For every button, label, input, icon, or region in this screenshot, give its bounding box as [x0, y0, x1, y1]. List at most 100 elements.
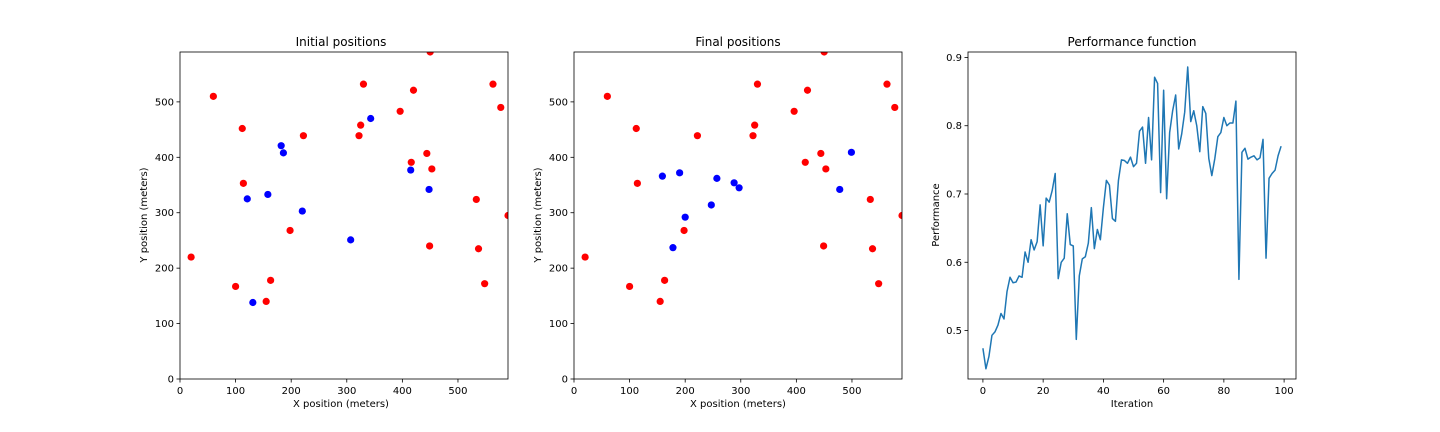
x-axis-label: X position (meters)	[690, 399, 786, 410]
y-tick-label: 0	[562, 375, 568, 386]
red-point	[357, 121, 365, 129]
red-point	[898, 211, 902, 220]
axes-frame	[573, 51, 903, 380]
blue-point	[847, 148, 856, 156]
plot-area	[967, 51, 1297, 380]
red-point	[396, 107, 404, 115]
red-point	[286, 226, 294, 235]
red-point	[883, 80, 891, 88]
x-axis-label: X position (meters)	[293, 399, 389, 410]
blue-point	[347, 236, 355, 244]
y-axis-label: Y position (meters)	[139, 167, 150, 263]
blue-point	[264, 190, 272, 199]
red-point	[753, 80, 762, 88]
x-tick-label: 500	[448, 386, 467, 397]
red-point	[820, 52, 828, 56]
y-axis-label: Performance	[931, 183, 942, 246]
red-point	[238, 124, 246, 133]
y-tick-label: 0.5	[946, 326, 962, 337]
x-tick-label: 100	[1275, 386, 1294, 397]
x-tick-label: 400	[393, 386, 412, 397]
y-tick-label: 500	[155, 97, 174, 108]
red-point	[866, 195, 874, 204]
y-tick-label: 200	[155, 264, 174, 275]
plot-area	[179, 51, 509, 380]
red-point	[875, 280, 883, 288]
red-point	[262, 297, 270, 306]
axis-ticks: 0 100 200 300 400 500 0 100 200 300 400 500	[549, 97, 862, 397]
plot-performance-function: Performance function 0 20 40 60 80 1000.50.60…	[931, 35, 1297, 410]
red-point	[625, 282, 634, 291]
red-point	[633, 179, 641, 187]
blue-point	[707, 201, 715, 209]
blue-point	[425, 185, 433, 194]
axes-frame	[967, 51, 1297, 380]
blue-point	[279, 149, 288, 157]
red-point	[187, 253, 195, 261]
blue-point	[713, 174, 721, 182]
y-tick-label: 0	[168, 375, 174, 386]
red-point	[603, 92, 611, 100]
red-point	[497, 103, 505, 112]
red-point	[231, 282, 240, 291]
x-tick-label: 300	[337, 386, 356, 397]
red-point	[803, 86, 812, 94]
y-tick-label: 300	[155, 208, 174, 219]
red-point	[423, 149, 431, 158]
series-line	[982, 66, 1282, 370]
red-point	[299, 132, 308, 140]
red-point	[661, 276, 669, 284]
red-point	[481, 280, 489, 288]
blue-point	[367, 114, 375, 123]
x-tick-label: 500	[842, 386, 861, 397]
axes-frame	[179, 51, 509, 380]
x-tick-label: 200	[676, 386, 695, 397]
x-tick-label: 0	[980, 386, 986, 397]
red-point	[820, 242, 828, 250]
red-point	[474, 245, 483, 253]
y-tick-label: 300	[549, 208, 568, 219]
blue-point	[658, 172, 666, 180]
red-point	[209, 92, 217, 100]
y-tick-label: 200	[549, 264, 568, 275]
red-point	[581, 253, 589, 261]
blue-point	[676, 169, 684, 177]
x-tick-label: 60	[1157, 386, 1170, 397]
x-tick-label: 200	[282, 386, 301, 397]
red-point	[504, 211, 508, 220]
x-tick-label: 40	[1097, 386, 1110, 397]
x-tick-label: 20	[1037, 386, 1050, 397]
red-point	[428, 165, 436, 173]
plot-area	[573, 51, 903, 380]
red-point	[656, 297, 664, 306]
y-tick-label: 400	[549, 153, 568, 164]
blue-point	[298, 207, 306, 215]
plot-initial-positions: Initial positions 0 100 200 300 400 500 0 100 20…	[139, 35, 509, 410]
y-tick-label: 0.7	[946, 189, 962, 200]
x-tick-label: 80	[1217, 386, 1230, 397]
red-point	[407, 158, 415, 166]
blue-point	[735, 184, 743, 192]
y-tick-label: 500	[549, 97, 568, 108]
red-point	[801, 158, 809, 166]
red-point	[426, 52, 434, 56]
axis-ticks: 0 100 200 300 400 500 0 100 200 300 400 500	[155, 97, 468, 397]
y-tick-label: 0.9	[946, 53, 962, 64]
y-tick-label: 0.8	[946, 121, 962, 132]
blue-point	[407, 166, 415, 174]
x-tick-label: 0	[177, 386, 183, 397]
red-point	[359, 80, 368, 88]
x-tick-label: 100	[620, 386, 639, 397]
blue-point	[730, 179, 738, 187]
red-point	[239, 179, 247, 187]
chart-title: Initial positions	[296, 35, 387, 49]
red-point	[472, 195, 480, 204]
red-point	[822, 165, 830, 173]
red-point	[355, 132, 363, 140]
red-point	[426, 242, 434, 250]
chart-title: Performance function	[1068, 35, 1197, 49]
y-tick-label: 100	[549, 319, 568, 330]
y-tick-label: 100	[155, 319, 174, 330]
blue-point	[681, 213, 689, 221]
